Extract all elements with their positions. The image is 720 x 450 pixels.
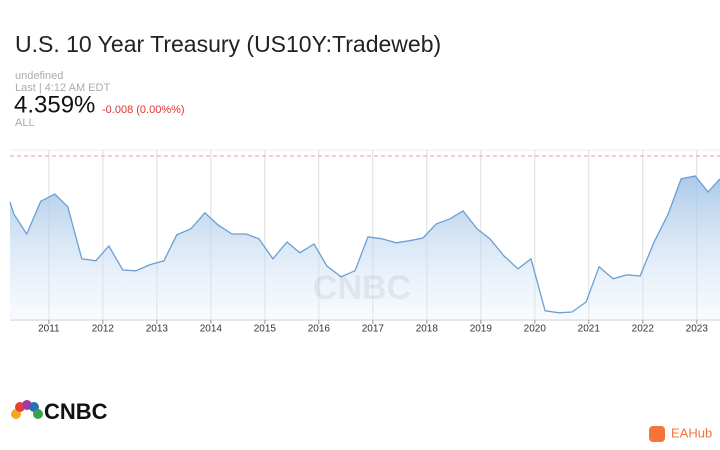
x-tick-label: 2011 <box>38 324 60 335</box>
range: ALL <box>15 117 35 129</box>
badge-icon <box>649 426 665 442</box>
x-tick-label: 2018 <box>416 324 439 335</box>
x-tick-label: 2012 <box>92 324 115 335</box>
watermark: CNBC <box>313 269 411 307</box>
x-tick-label: 2022 <box>632 324 655 335</box>
x-tick-label: 2020 <box>524 324 547 335</box>
area <box>10 176 720 320</box>
last-time: Last | 4:12 AM EDT <box>15 82 110 94</box>
x-tick-label: 2019 <box>470 324 493 335</box>
x-tick-label: 2016 <box>308 324 331 335</box>
logo: CNBC <box>44 399 108 424</box>
price: 4.359% <box>14 91 95 118</box>
change: -0.008 (0.00%%) <box>102 104 185 116</box>
line <box>9 175 720 314</box>
badge: EAHub <box>671 425 712 440</box>
x-tick-label: 2013 <box>146 324 169 335</box>
x-tick-label: 2014 <box>200 324 223 335</box>
x-tick-label: 2017 <box>362 324 385 335</box>
plot: 2011 2012 2013 2014 2015 2016 2017 2018 2019 2020… <box>9 149 720 335</box>
logo-icon <box>11 400 43 419</box>
x-tick-label: 2015 <box>254 324 277 335</box>
title: U.S. 10 Year Treasury (US10Y:Tradeweb) <box>15 31 441 57</box>
x-tick-label: 2021 <box>578 324 601 335</box>
exchange: undefined <box>15 70 63 82</box>
x-tick-label: 2023 <box>686 324 709 335</box>
